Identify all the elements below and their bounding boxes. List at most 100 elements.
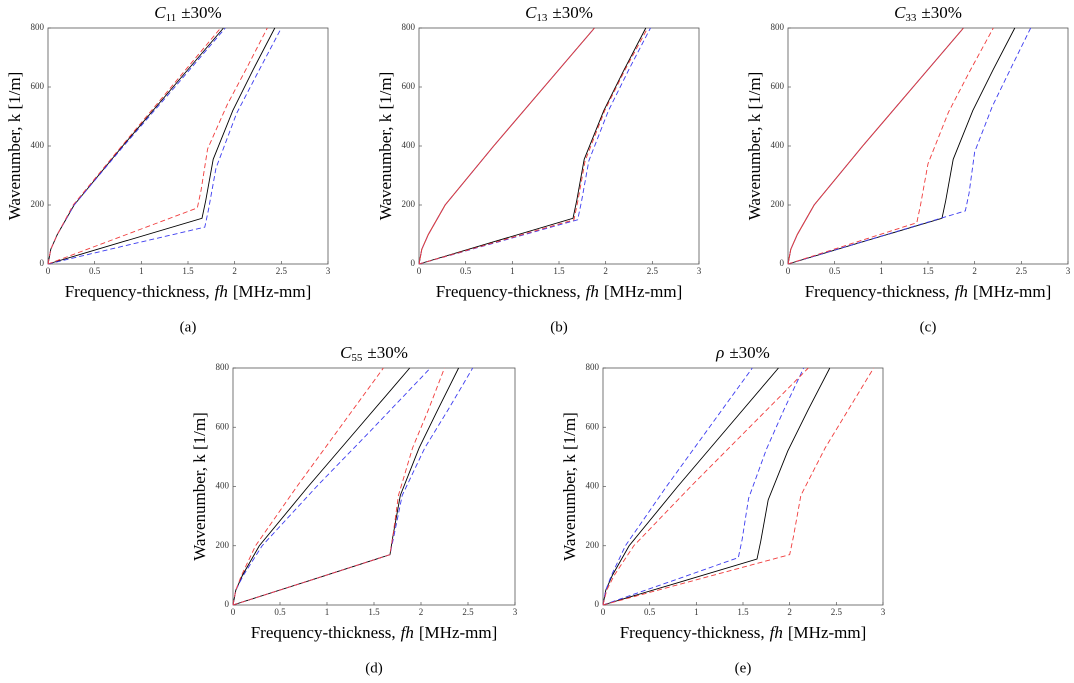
chart-title: ρ ±30% — [715, 343, 770, 362]
y-axis-label: Wavenumber, k [1/m] — [190, 412, 209, 561]
y-tick-label: 400 — [216, 481, 230, 491]
x-tick-label: 2 — [419, 607, 424, 617]
x-tick-label: 2.5 — [1016, 266, 1028, 276]
x-tick-label: 1 — [510, 266, 515, 276]
subplot: 0 0.5 1 1.5 2 2.5 3 0 200 400 600 800 C33 ±30% Frequen… — [745, 3, 1071, 336]
x-tick-label: 1.5 — [368, 607, 380, 617]
x-tick-label: 0.5 — [829, 266, 841, 276]
y-tick-label: 0 — [40, 258, 45, 268]
line-series — [47, 27, 276, 265]
line-series — [602, 367, 753, 606]
caption: (b) — [550, 319, 568, 335]
x-axis-label-part: fh — [586, 282, 599, 301]
y-tick-label: 600 — [402, 81, 416, 91]
x-tick-label: 1 — [325, 607, 330, 617]
title-symbol: ρ — [715, 343, 724, 362]
y-tick-label: 0 — [595, 599, 600, 609]
x-tick-label: 0.5 — [274, 607, 286, 617]
x-axis-label-part: [MHz-mm] — [973, 282, 1051, 301]
x-tick-label: 3 — [697, 266, 702, 276]
title-suffix: ±30% — [181, 3, 222, 22]
title-subscript: 13 — [536, 12, 548, 24]
plot-area — [232, 367, 516, 606]
line-series — [602, 367, 779, 606]
title-symbol: C — [154, 3, 166, 22]
x-tick-label: 3 — [513, 607, 518, 617]
x-axis-label-part: fh — [955, 282, 968, 301]
title-subscript: 55 — [351, 352, 363, 364]
y-tick-label: 800 — [216, 362, 230, 372]
y-tick-label: 200 — [586, 540, 600, 550]
x-tick-label: 0 — [417, 266, 422, 276]
subplot: 0 0.5 1 1.5 2 2.5 3 0 200 400 600 800 ρ ±30% Frequency… — [560, 343, 886, 677]
y-axis-label: Wavenumber, k [1/m] — [5, 72, 24, 221]
line-series — [602, 367, 805, 606]
x-tick-label: 0.5 — [460, 266, 472, 276]
x-axis-label-part: [MHz-mm] — [788, 623, 866, 642]
title-subscript: 33 — [905, 12, 917, 24]
y-tick-label: 800 — [586, 362, 600, 372]
x-tick-label: 2 — [232, 266, 237, 276]
title-suffix: ±30% — [552, 3, 593, 22]
x-axis-label: Frequency-thickness, fh [MHz-mm] — [805, 282, 1052, 301]
subplot: 0 0.5 1 1.5 2 2.5 3 0 200 400 600 800 C55 ±30% Frequen… — [190, 343, 518, 677]
x-tick-label: 0 — [601, 607, 606, 617]
title-suffix: ±30% — [729, 343, 770, 362]
y-tick-label: 200 — [216, 540, 230, 550]
line-series — [47, 27, 282, 265]
line-series — [787, 27, 1016, 265]
x-axis-label: Frequency-thickness, fh [MHz-mm] — [436, 282, 683, 301]
y-tick-label: 600 — [771, 81, 785, 91]
x-tick-label: 0 — [231, 607, 236, 617]
title-symbol: C — [525, 3, 537, 22]
title-suffix: ±30% — [921, 3, 962, 22]
x-tick-label: 0 — [786, 266, 791, 276]
x-tick-label: 3 — [881, 607, 886, 617]
chart-title: C11 ±30% — [154, 3, 221, 24]
x-axis-label-part: [MHz-mm] — [604, 282, 682, 301]
line-series — [232, 367, 431, 606]
x-tick-label: 3 — [1066, 266, 1071, 276]
line-series — [602, 367, 809, 606]
title-symbol: C — [894, 3, 906, 22]
y-tick-label: 400 — [771, 140, 785, 150]
x-tick-label: 0 — [46, 266, 51, 276]
plot-area — [47, 27, 329, 265]
title-symbol: C — [340, 343, 352, 362]
line-series — [418, 27, 651, 265]
x-tick-label: 1 — [879, 266, 884, 276]
x-tick-label: 2 — [603, 266, 608, 276]
x-tick-label: 1 — [694, 607, 699, 617]
y-tick-label: 400 — [586, 481, 600, 491]
x-tick-label: 2.5 — [462, 607, 474, 617]
line-series — [602, 367, 875, 606]
y-tick-label: 0 — [780, 258, 785, 268]
line-series — [418, 27, 649, 265]
line-series — [787, 27, 994, 265]
title-subscript: 11 — [166, 12, 177, 24]
y-tick-label: 200 — [402, 199, 416, 209]
line-series — [418, 27, 647, 265]
caption: (d) — [365, 660, 383, 676]
y-tick-label: 800 — [402, 22, 416, 32]
title-suffix: ±30% — [367, 343, 408, 362]
x-axis-label-part: Frequency-thickness, — [436, 282, 581, 301]
caption: (c) — [920, 319, 937, 335]
y-axis-label: Wavenumber, k [1/m] — [560, 412, 579, 561]
x-tick-label: 2.5 — [831, 607, 843, 617]
x-axis-label-part: Frequency-thickness, — [251, 623, 396, 642]
line-series — [418, 27, 595, 265]
y-tick-label: 600 — [216, 421, 230, 431]
y-axis-label: Wavenumber, k [1/m] — [376, 72, 395, 221]
y-tick-label: 200 — [771, 199, 785, 209]
y-tick-label: 0 — [411, 258, 416, 268]
y-tick-label: 800 — [771, 22, 785, 32]
x-tick-label: 3 — [326, 266, 331, 276]
y-axis-label: Wavenumber, k [1/m] — [745, 72, 764, 221]
x-tick-label: 1.5 — [737, 607, 749, 617]
line-series — [232, 367, 411, 606]
caption: (a) — [180, 319, 197, 335]
y-tick-label: 600 — [31, 81, 45, 91]
x-tick-label: 2.5 — [647, 266, 659, 276]
